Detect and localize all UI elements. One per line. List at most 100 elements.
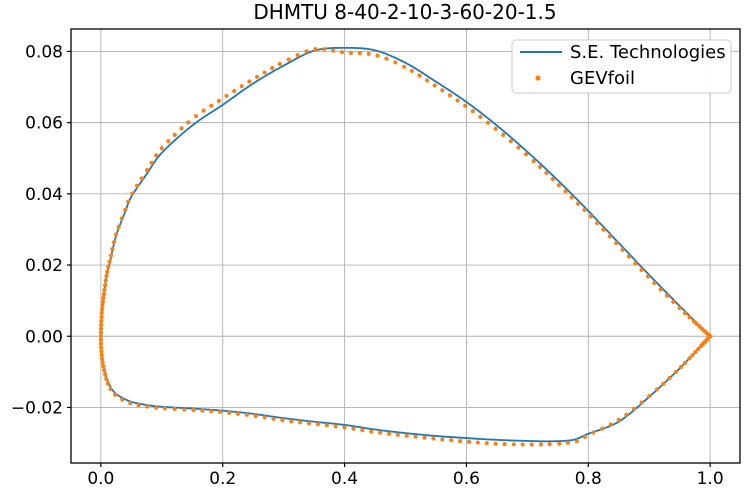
data-point-dot [111, 240, 117, 245]
y-tick-label: −0.02 [11, 398, 63, 418]
data-point-dot [101, 292, 106, 297]
data-point-dot [295, 52, 300, 58]
data-point-dot [607, 234, 612, 239]
data-point-dot [149, 160, 154, 165]
data-point-dot [179, 126, 184, 131]
data-point-dot [101, 295, 106, 300]
data-point-dot [565, 440, 570, 445]
data-point-dot [508, 139, 513, 144]
data-point-dot [386, 431, 392, 436]
data-point-dot [457, 439, 463, 444]
data-point-dot [687, 356, 692, 361]
data-point-dot [409, 68, 414, 74]
data-point-dot [342, 425, 347, 430]
data-point-dot [576, 201, 581, 206]
data-point-dot [333, 424, 338, 429]
data-point-dot [404, 433, 409, 438]
data-point-dot [100, 303, 105, 308]
data-point-dot [697, 324, 702, 329]
data-point-dot [116, 224, 121, 229]
data-point-dot [384, 56, 389, 61]
data-point-dot [639, 400, 644, 405]
data-point-dot [608, 422, 613, 427]
data-point-dot [645, 274, 651, 279]
data-point-dot [413, 434, 418, 439]
data-point-dot [424, 78, 430, 83]
data-point-dot [463, 103, 468, 108]
data-point-dot [550, 176, 555, 182]
data-point-dot [134, 183, 140, 188]
data-point-dot [440, 437, 445, 442]
data-point-dot [324, 423, 329, 428]
x-tick-label: 0.4 [331, 469, 358, 489]
data-point-dot [556, 182, 562, 188]
data-point-dot [262, 415, 267, 420]
data-point-dot [98, 341, 104, 346]
data-point-dot [667, 375, 672, 381]
data-point-dot [209, 409, 214, 414]
axes-frame [70, 28, 741, 464]
x-tick-label: 0.0 [87, 469, 114, 489]
data-point-dot [677, 306, 682, 311]
data-point-dot [130, 191, 135, 196]
data-point-dot [102, 283, 108, 288]
data-point-dot [455, 98, 460, 103]
axes-spines [70, 28, 741, 464]
x-tick-label: 0.8 [575, 469, 602, 489]
data-point-dot [103, 372, 108, 377]
data-point-dot [162, 406, 167, 411]
data-point-dot [218, 409, 223, 414]
tick-labels: 0.0 0.2 0.4 0.6 0.8 1.0 −0.02 0.00 0.02 0.04 0.06 0… [11, 42, 724, 489]
data-point-dot [360, 428, 365, 433]
data-point-dot [99, 349, 104, 354]
data-point-dot [193, 113, 199, 119]
data-point-dot [440, 88, 445, 93]
data-point-dot [102, 287, 107, 293]
data-point-dot [582, 207, 587, 213]
data-point-dot [104, 273, 109, 279]
data-point-dot [103, 278, 108, 283]
data-point-dot [108, 386, 113, 392]
data-point-dot [322, 47, 327, 52]
data-point-dot [516, 145, 521, 150]
data-point-dot [113, 232, 119, 237]
data-point-dot [304, 49, 309, 54]
data-point-dot [99, 315, 104, 320]
data-point-dot [315, 422, 321, 427]
series-gevfoil [98, 47, 713, 447]
data-point-dot [120, 397, 125, 402]
data-point-dot [105, 381, 110, 386]
y-tick-label: 0.06 [25, 114, 63, 134]
data-point-dot [306, 421, 312, 426]
data-point-dot [478, 114, 483, 119]
data-point-dot [563, 189, 568, 194]
data-point-dot [235, 411, 241, 416]
data-point-dot [574, 438, 579, 444]
data-point-dot [378, 430, 383, 435]
data-point-dot [502, 441, 507, 447]
data-point-dot [99, 352, 104, 358]
data-point-dot [270, 66, 275, 71]
y-tick-label: 0.00 [25, 327, 63, 347]
y-tick-label: 0.08 [25, 42, 63, 62]
data-point-dot [493, 126, 498, 131]
data-point-dot [422, 435, 427, 440]
data-point-dot [547, 442, 552, 447]
data-point-dot [523, 152, 529, 157]
data-point-dot [216, 98, 222, 103]
data-point-dot [145, 167, 150, 173]
data-point-dot [100, 356, 105, 361]
data-point-dot [654, 387, 659, 392]
x-tick-label: 0.2 [209, 469, 236, 489]
data-point-dot [113, 392, 118, 397]
legend-label-se-technologies: S.E. Technologies [570, 42, 726, 63]
data-point-dot [475, 440, 480, 445]
data-point-dot [232, 88, 237, 94]
data-point-dot [432, 83, 437, 88]
data-point-dot [691, 319, 697, 324]
data-point-dot [107, 259, 112, 264]
data-point-dot [98, 330, 104, 335]
data-point-dot [99, 311, 104, 316]
data-point-dot [357, 51, 362, 56]
